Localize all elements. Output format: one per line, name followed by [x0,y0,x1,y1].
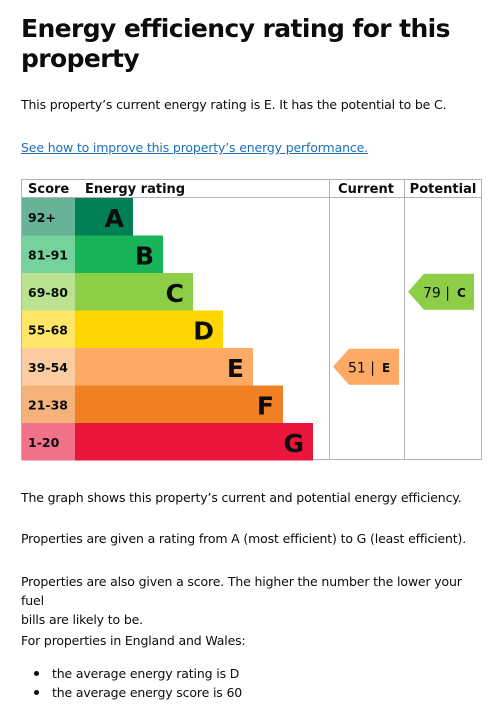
score-cell-d [22,310,75,348]
score-cell-e [22,348,75,386]
score-cell-g [22,423,75,461]
current-letter: E [382,361,390,375]
score-description-line-1: Properties are also given a score. The h… [21,574,462,608]
score-range-a: 92+ [28,210,56,225]
score-cell-f [22,385,75,423]
current-arrow [333,348,399,385]
score-description: Properties are also given a score. The h… [21,572,486,629]
score-cell-c [22,273,75,311]
average-score-text: the average energy score is 60 [52,685,243,700]
rating-letter-b: B [135,242,154,271]
rating-bar-d [75,310,223,348]
score-range-f: 21-38 [28,398,68,413]
page-title: Energy efficiency rating for this proper… [21,14,451,73]
averages-list: the average energy rating is D the avera… [21,664,242,702]
list-item: the average energy score is 60 [21,683,242,702]
list-item: the average energy rating is D [21,664,242,683]
current-rating-summary: This property’s current energy rating is… [21,97,447,112]
energy-rating-chart: Score Energy rating Current Potential 92+ A 81… [21,179,483,461]
header-current: Current [338,182,394,197]
header-potential: Potential [410,182,477,197]
rating-bar-a [75,198,133,236]
score-description-line-2: bills are likely to be. [21,612,143,627]
potential-letter: C [457,286,466,300]
rating-letter-a: A [105,204,125,233]
score-range-c: 69-80 [28,285,68,300]
region-heading: For properties in England and Wales: [21,633,246,648]
bullet-icon [34,690,39,695]
rating-bar-g [75,423,313,461]
score-range-b: 81-91 [28,248,68,263]
rating-bar-f [75,385,283,423]
score-range-g: 1-20 [28,435,60,450]
rating-bar-e [75,348,253,386]
rating-letter-d: D [193,317,214,346]
rating-letter-c: C [166,279,184,308]
rating-description: Properties are given a rating from A (mo… [21,531,467,546]
rating-letter-g: G [283,429,304,458]
rating-letter-e: E [227,354,244,383]
header-score: Score [28,182,69,197]
rating-bar-c [75,273,193,311]
score-range-e: 39-54 [28,360,68,375]
bullet-icon [34,671,39,676]
rating-bar-b [75,235,163,273]
improve-energy-link[interactable]: See how to improve this property’s energ… [21,140,368,155]
average-rating-text: the average energy rating is D [52,666,240,681]
rating-letter-f: F [257,392,274,421]
header-energy-rating: Energy rating [85,182,185,197]
score-range-d: 55-68 [28,323,68,338]
score-cell-a [22,198,75,236]
potential-score: 79 | [423,285,450,301]
score-cell-b [22,235,75,273]
graph-description: The graph shows this property’s current … [21,490,462,505]
current-score: 51 | [348,360,375,376]
potential-arrow [408,273,474,310]
